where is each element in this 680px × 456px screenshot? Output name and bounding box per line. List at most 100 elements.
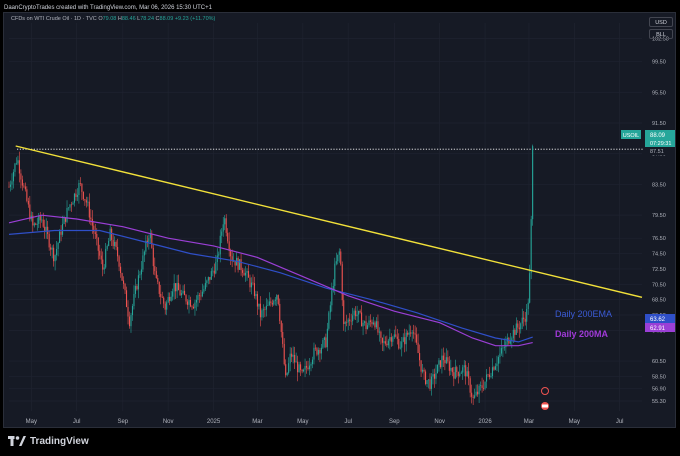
candle-body <box>381 337 383 343</box>
candle-body <box>62 223 64 235</box>
candle-body <box>75 193 77 197</box>
candle-body <box>485 374 488 382</box>
candle-body <box>493 367 495 370</box>
candle-body <box>361 312 363 327</box>
candle-body <box>297 361 299 373</box>
candle-body <box>169 296 171 301</box>
candle-body <box>39 215 41 221</box>
candle-body <box>371 321 373 325</box>
candle-body <box>50 247 52 250</box>
candle-body <box>314 347 317 349</box>
candle-body <box>188 300 190 305</box>
candle-body <box>393 334 395 338</box>
candle-body <box>81 183 83 192</box>
candle-body <box>294 354 296 363</box>
candle-body <box>27 200 29 205</box>
candle-body <box>117 247 119 257</box>
symbol-price-tag <box>621 130 641 139</box>
candle-body <box>134 286 137 294</box>
candle-body <box>408 332 410 335</box>
candle-body <box>471 392 473 397</box>
candle-body <box>271 302 273 305</box>
candle-body <box>365 321 367 330</box>
candle-body <box>173 283 175 292</box>
x-tick-label: Mar <box>252 419 262 425</box>
level-tag <box>645 147 675 155</box>
x-tick-label: May <box>569 419 580 425</box>
candle-body <box>218 254 220 256</box>
candle-body <box>512 329 514 339</box>
candle-body <box>520 323 522 330</box>
annotation-200ema: Daily 200EMA <box>555 309 612 319</box>
candle-body <box>261 310 263 318</box>
candle-body <box>160 293 162 297</box>
y-tick-label: 60.50 <box>652 359 666 365</box>
candle-body <box>191 306 193 308</box>
candle-body <box>413 332 415 334</box>
x-tick-label: May <box>297 419 308 425</box>
candle-body <box>151 233 153 248</box>
candle-body <box>441 355 443 368</box>
event-icons[interactable] <box>541 387 549 411</box>
candle-body <box>167 296 169 303</box>
candle-body <box>407 332 409 335</box>
candle-body <box>484 381 486 389</box>
candle-body <box>265 305 267 310</box>
candle-body <box>227 232 229 242</box>
candle-body <box>64 217 67 222</box>
candle-body <box>175 283 177 292</box>
candle-body <box>172 291 174 297</box>
candle-body <box>432 374 434 377</box>
candle-body <box>139 274 141 276</box>
annotation-200ma: Daily 200MA <box>555 329 609 339</box>
y-tick-label: 68.50 <box>652 298 666 304</box>
candle-body <box>12 171 15 182</box>
candle-body <box>494 366 497 370</box>
candle-body <box>445 357 447 364</box>
candle-body <box>286 372 288 376</box>
candle-body <box>23 185 25 187</box>
candle-body <box>374 322 376 328</box>
candle-body <box>439 360 441 368</box>
price-chart[interactable]: 102.5099.5095.5091.5087.5083.5079.5076.5… <box>4 13 677 429</box>
candle-body <box>47 226 49 235</box>
candle-body <box>364 321 366 323</box>
snapshot-header: DaanCryptoTrades created with TradingVie… <box>4 5 212 11</box>
candle-body <box>115 241 117 248</box>
candle-body <box>343 300 345 324</box>
candle-body <box>291 353 293 357</box>
candle-body <box>152 247 154 267</box>
candle-body <box>288 363 290 373</box>
candle-body <box>200 295 202 297</box>
chart-panel[interactable]: 102.5099.5095.5091.5087.5083.5079.5076.5… <box>3 12 676 428</box>
candle-body <box>249 277 251 288</box>
candle-body <box>186 301 189 305</box>
candle-body <box>8 186 10 188</box>
candle-body <box>204 283 206 290</box>
candle-body <box>11 181 13 185</box>
y-tick-label: 55.30 <box>652 399 666 405</box>
candle-body <box>347 319 349 323</box>
candle-body <box>368 320 370 326</box>
ema-200-line <box>8 229 533 343</box>
ohlc-low-label: L <box>137 16 141 22</box>
candle-body <box>448 361 450 371</box>
candle-body <box>337 254 339 262</box>
unit-bll[interactable]: BLL <box>649 29 673 39</box>
candle-body <box>387 340 389 346</box>
candle-body <box>228 241 230 251</box>
candle-body <box>79 183 81 184</box>
candle-body <box>102 259 104 270</box>
x-tick-label: Jul <box>616 419 624 425</box>
candle-body <box>149 233 151 239</box>
candle-body <box>18 160 20 174</box>
candle-body <box>451 367 453 373</box>
unit-usd[interactable]: USD <box>649 17 673 27</box>
candle-body <box>341 264 343 301</box>
y-tick-label: 91.50 <box>652 121 666 127</box>
candle-body <box>131 306 134 316</box>
candle-body <box>465 365 467 377</box>
y-tick-label: 74.50 <box>652 252 666 258</box>
candle-body <box>54 255 56 262</box>
candle-body <box>300 364 302 370</box>
